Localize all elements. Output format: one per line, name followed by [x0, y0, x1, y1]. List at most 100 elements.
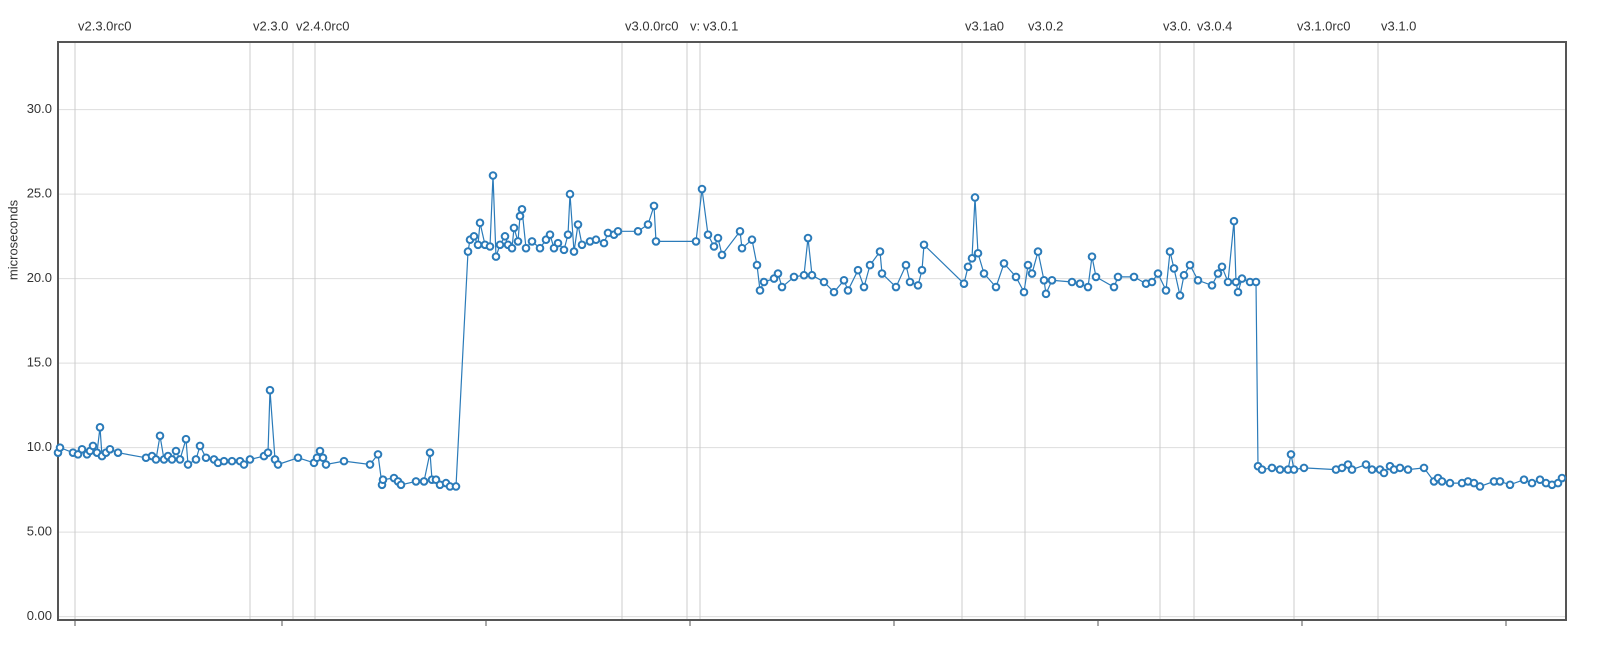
version-label: v2.3.0rc0: [78, 18, 131, 33]
data-point: [1233, 287, 1243, 297]
y-tick-label: 30.0: [27, 101, 52, 116]
data-point: [1033, 247, 1043, 256]
data-point: [697, 184, 707, 194]
data-point: [859, 282, 869, 292]
data-point: [1505, 480, 1515, 490]
data-point: [1041, 289, 1051, 299]
data-point: [773, 269, 783, 278]
y-tick-label: 20.0: [27, 270, 52, 285]
data-point: [839, 275, 849, 285]
data-point: [759, 277, 769, 287]
data-point: [155, 431, 165, 441]
data-point: [1419, 463, 1429, 473]
data-point: [1091, 272, 1101, 282]
data-point: [991, 282, 1001, 292]
data-point: [891, 282, 901, 292]
data-point: [649, 201, 659, 211]
data-point: [565, 189, 575, 199]
data-point: [1267, 463, 1277, 473]
data-point: [1039, 275, 1049, 285]
data-point: [1169, 264, 1179, 273]
data-point: [559, 245, 569, 255]
y-axis-label: microseconds: [5, 199, 20, 280]
data-point: [95, 423, 105, 432]
data-point: [865, 260, 875, 270]
data-point: [1087, 252, 1097, 261]
data-point: [1289, 465, 1299, 474]
data-point: [1179, 270, 1189, 280]
data-point: [829, 287, 839, 297]
data-point: [703, 230, 713, 239]
data-point: [201, 453, 211, 463]
data-point: [747, 235, 757, 245]
data-point: [967, 254, 977, 263]
data-point: [1519, 475, 1529, 485]
data-point: [553, 238, 563, 248]
data-point: [1495, 477, 1505, 486]
data-point: [227, 456, 237, 466]
data-point: [843, 286, 853, 295]
data-point: [488, 171, 498, 180]
data-point: [591, 235, 601, 245]
data-point: [55, 443, 65, 452]
data-point: [105, 445, 115, 454]
data-point: [181, 434, 191, 444]
version-label: v3.0.4: [1197, 18, 1232, 33]
data-point: [517, 205, 527, 214]
data-point: [1237, 274, 1247, 283]
version-label: v2.4.0rc0: [296, 18, 349, 33]
data-point: [1361, 460, 1371, 469]
data-point: [77, 445, 87, 454]
data-point: [1129, 272, 1139, 282]
data-point: [451, 482, 461, 491]
data-point: [807, 270, 817, 280]
data-point: [573, 220, 583, 229]
data-point: [1213, 269, 1223, 278]
data-point: [1475, 482, 1485, 491]
data-point: [527, 237, 537, 246]
version-label: v3.0.0rc0: [625, 18, 678, 33]
data-point: [777, 282, 787, 292]
data-point: [373, 450, 383, 459]
data-point: [709, 242, 719, 251]
data-point: [1445, 478, 1455, 488]
data-point: [495, 240, 505, 250]
data-point: [473, 240, 483, 250]
data-point: [1075, 279, 1085, 288]
y-tick-label: 25.0: [27, 186, 52, 201]
data-point: [799, 270, 809, 280]
data-point: [411, 477, 421, 486]
data-point: [1535, 475, 1545, 485]
data-point: [1175, 291, 1185, 300]
data-point: [752, 260, 762, 270]
data-point: [613, 226, 623, 236]
data-point: [563, 230, 573, 239]
data-point: [1165, 247, 1175, 256]
data-point: [195, 441, 205, 451]
data-point: [1153, 269, 1163, 278]
data-point: [875, 247, 885, 256]
data-point: [88, 441, 98, 451]
data-point: [521, 243, 531, 253]
data-point: [1011, 272, 1021, 282]
data-point: [171, 446, 181, 456]
data-point: [463, 247, 473, 256]
data-point: [513, 237, 523, 246]
data-point: [535, 243, 545, 253]
version-label: v3.1a0: [965, 18, 1004, 33]
data-point: [1403, 465, 1413, 474]
data-point: [167, 455, 177, 464]
data-point: [425, 448, 435, 457]
data-point: [999, 259, 1009, 268]
data-point: [1257, 465, 1267, 474]
data-point: [1083, 282, 1093, 292]
data-point: [318, 453, 328, 463]
data-point: [1047, 275, 1057, 285]
data-point: [396, 480, 406, 490]
data-point: [1275, 465, 1285, 474]
data-point: [979, 269, 989, 278]
data-point: [1223, 277, 1233, 287]
data-point: [1217, 262, 1227, 272]
version-label: v3.0.: [1163, 18, 1191, 33]
